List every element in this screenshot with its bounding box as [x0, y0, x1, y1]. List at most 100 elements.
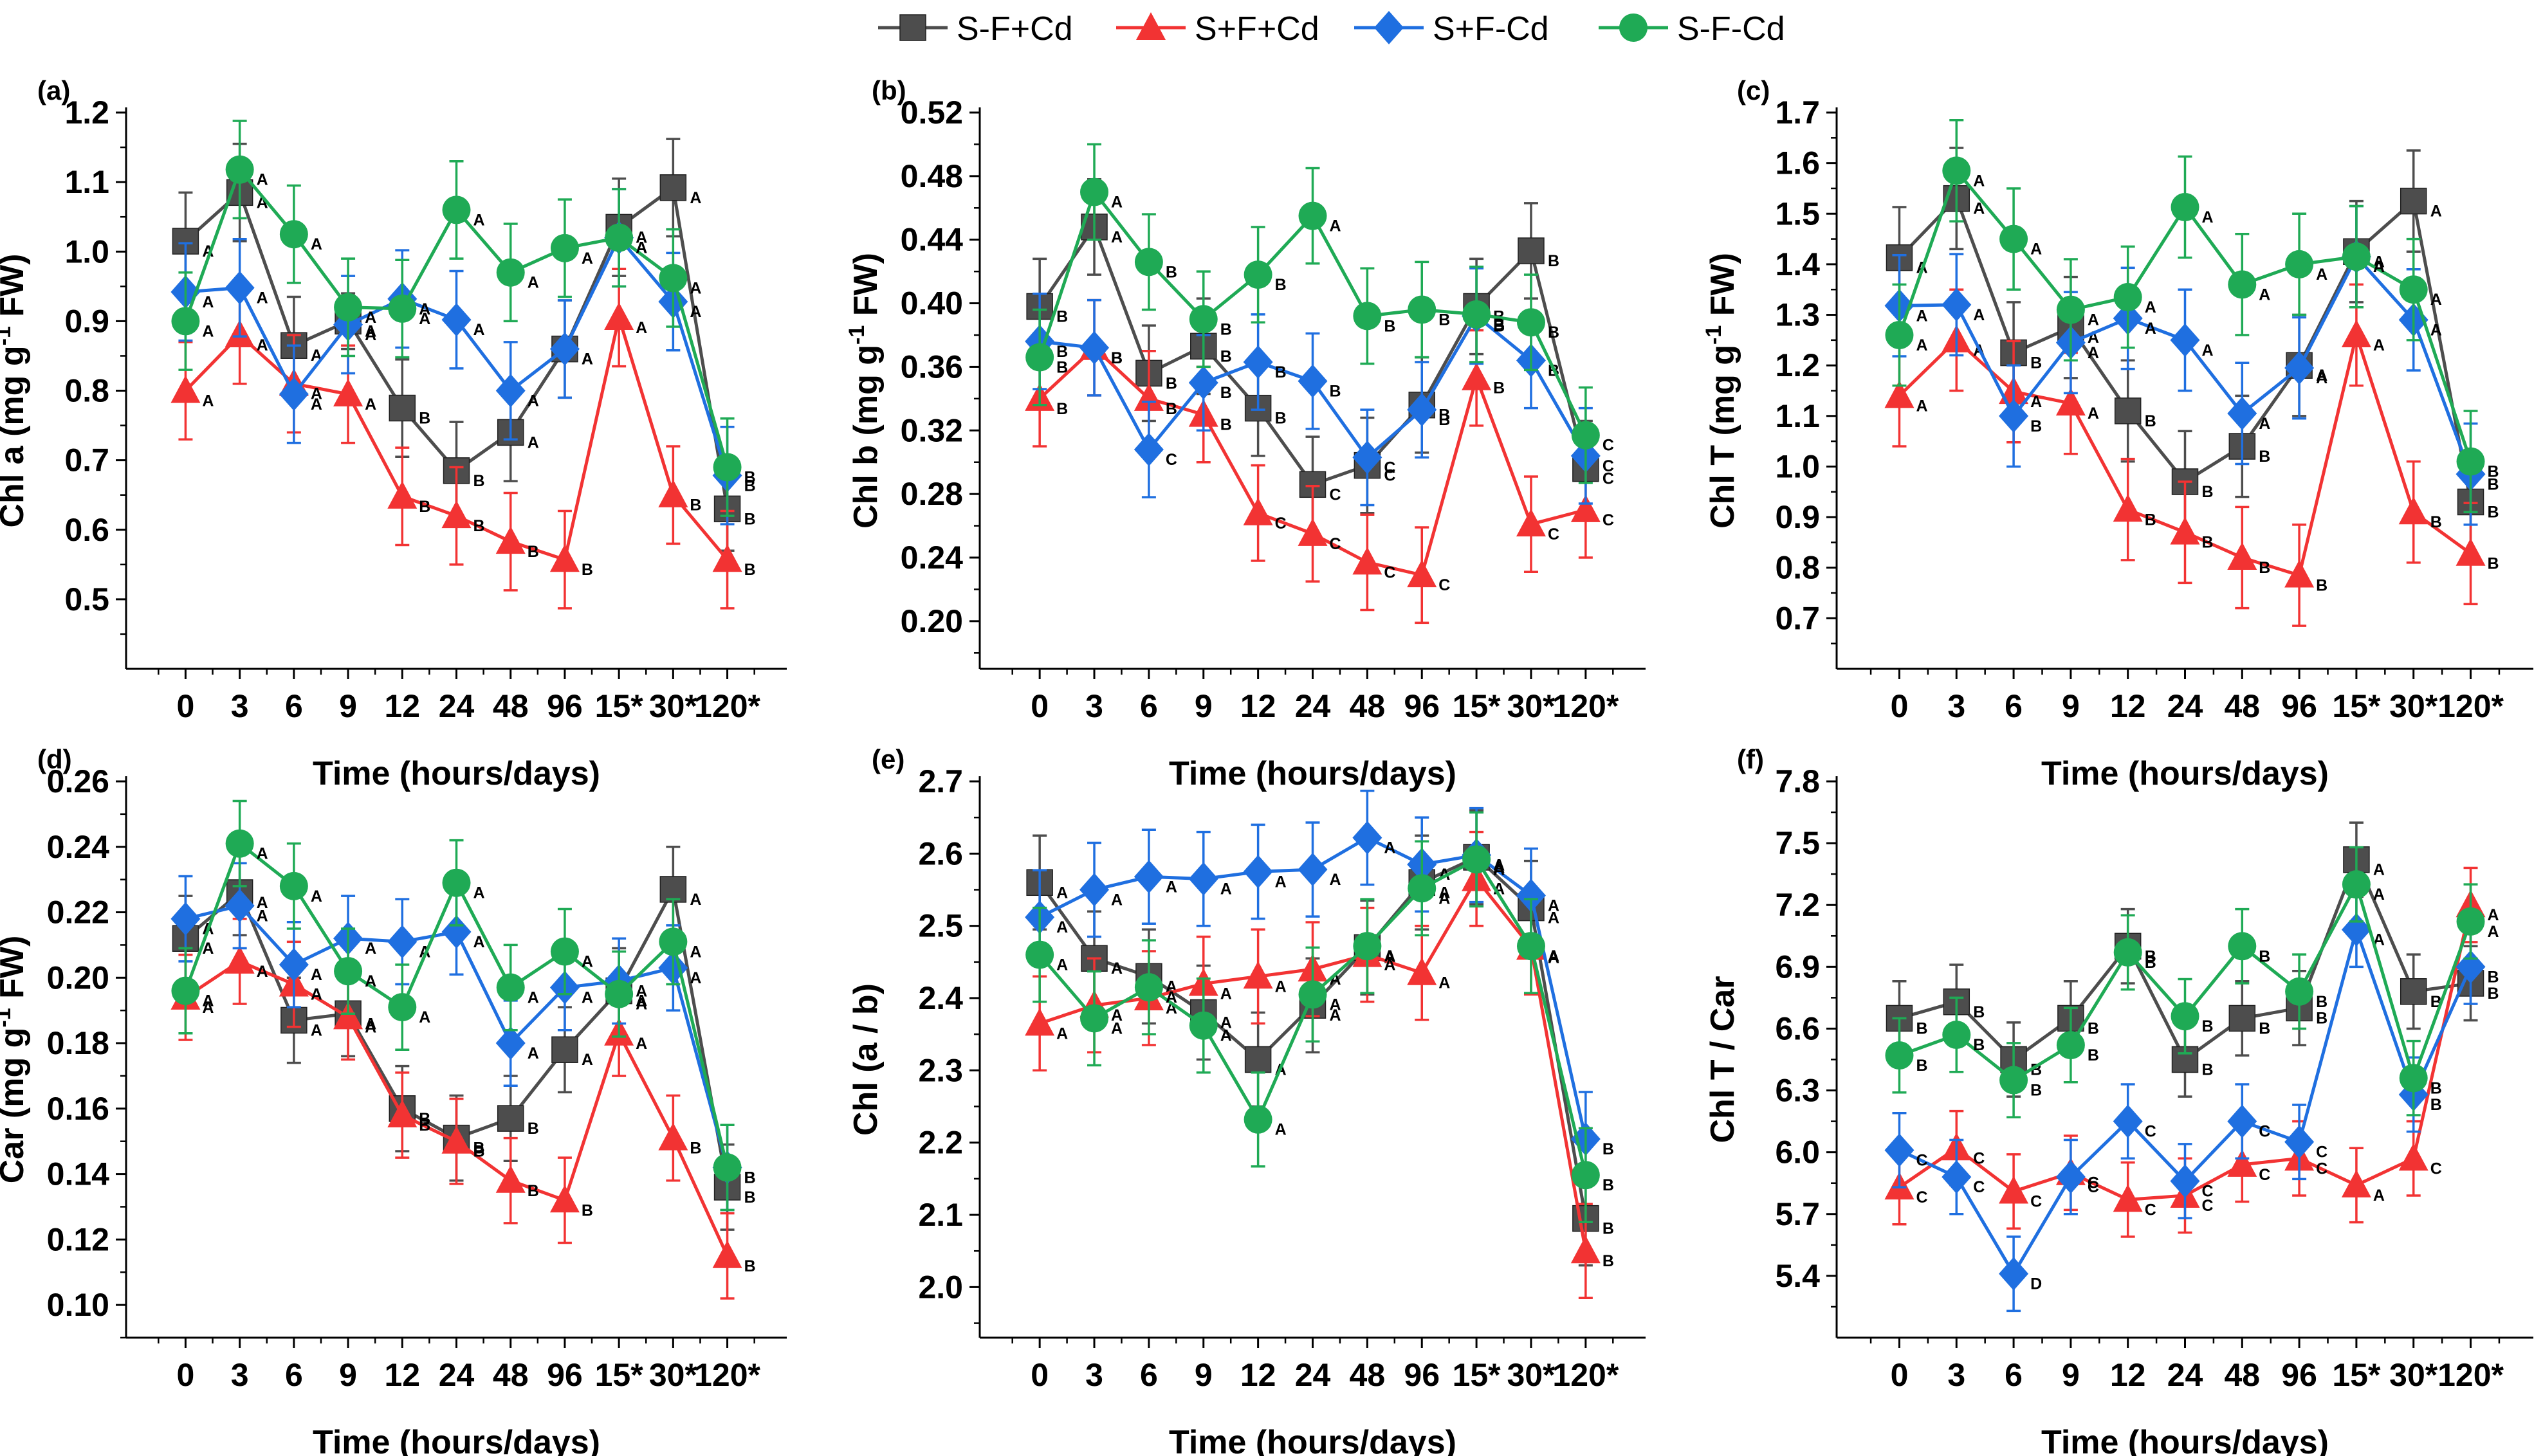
significance-label: A	[2088, 311, 2099, 329]
y-tick-label: 0.44	[901, 222, 964, 258]
significance-label: A	[690, 303, 701, 321]
data-point	[1134, 248, 1163, 277]
significance-label: A	[257, 289, 268, 307]
y-tick-label: 0.18	[47, 1025, 109, 1061]
x-tick-label: 6	[285, 688, 303, 724]
significance-label: B	[528, 1120, 539, 1138]
significance-label: A	[202, 293, 214, 311]
significance-label: B	[473, 1140, 485, 1158]
significance-label: B	[1384, 317, 1395, 335]
data-point	[1079, 331, 1110, 365]
significance-label: A	[2373, 258, 2385, 276]
data-point	[1080, 1004, 1109, 1033]
y-title-superscript: -1	[1702, 325, 1726, 345]
significance-label: C	[1602, 437, 1614, 455]
legend-label: S-F+Cd	[957, 10, 1073, 48]
significance-label: A	[2030, 241, 2042, 259]
data-point	[605, 223, 634, 252]
data-point	[2227, 1149, 2257, 1177]
data-point	[713, 1153, 742, 1182]
data-point	[2400, 187, 2427, 215]
x-tick-label: 30*	[2389, 1357, 2438, 1393]
data-point	[2341, 913, 2371, 947]
x-tick-label: 0	[1891, 688, 1909, 724]
data-point	[659, 876, 687, 903]
significance-label: A	[257, 171, 268, 189]
x-tick-label: 6	[2005, 1357, 2023, 1393]
significance-label: C	[2030, 1193, 2042, 1211]
data-point	[2342, 870, 2371, 899]
significance-label: C	[1384, 563, 1395, 581]
data-point	[334, 293, 363, 322]
significance-label: A	[1166, 988, 1177, 1006]
significance-label: A	[690, 189, 701, 207]
significance-label: B	[2030, 417, 2042, 435]
significance-label: B	[419, 410, 430, 428]
significance-label: A	[2202, 208, 2214, 226]
data-point	[1408, 874, 1437, 903]
x-tick-label: 24	[439, 1357, 475, 1393]
significance-label: B	[419, 1116, 430, 1134]
y-tick-label: 2.0	[918, 1269, 963, 1305]
x-tick-label: 6	[2005, 688, 2023, 724]
data-point	[551, 1036, 578, 1063]
significance-label: A	[1973, 172, 1985, 190]
y-title-end: FW)	[847, 253, 885, 325]
significance-label: B	[744, 1188, 756, 1206]
significance-label: B	[1111, 349, 1123, 367]
y-tick-label: 5.7	[1775, 1196, 1820, 1232]
significance-label: A	[528, 433, 539, 451]
data-point	[2456, 950, 2486, 984]
significance-label: B	[1166, 263, 1177, 281]
significance-label: B	[744, 510, 756, 528]
data-point	[658, 1122, 688, 1151]
data-point	[1885, 1041, 1914, 1070]
data-point	[279, 947, 309, 981]
significance-label: B	[1220, 416, 1232, 434]
significance-label: B	[2202, 534, 2214, 552]
significance-label: B	[2259, 559, 2270, 577]
y-tick-label: 2.6	[918, 835, 963, 871]
significance-label: C	[1548, 525, 1559, 543]
significance-label: A	[1111, 960, 1123, 978]
significance-label: A	[365, 309, 376, 327]
significance-label: A	[1166, 878, 1177, 896]
y-title-main: Chl T (mg g	[1704, 345, 1741, 529]
significance-label: B	[2430, 1096, 2442, 1114]
y-tick-label: 0.7	[1775, 600, 1820, 636]
y-title-main: Chl (a / b)	[847, 983, 885, 1136]
x-tick-label: 0	[177, 1357, 195, 1393]
significance-label: A	[636, 996, 647, 1014]
data-point	[387, 925, 418, 959]
y-tick-label: 0.20	[47, 960, 109, 996]
data-point	[2113, 938, 2142, 967]
x-axis-title: Time (hours/days)	[1169, 755, 1456, 792]
x-tick-label: 6	[1140, 688, 1158, 724]
data-point	[1298, 364, 1328, 398]
significance-label: B	[2488, 985, 2499, 1003]
significance-label: A	[311, 385, 322, 403]
significance-label: A	[636, 982, 647, 1000]
significance-label: C	[2430, 1160, 2442, 1178]
data-point	[1999, 1176, 2029, 1204]
data-point	[1999, 1066, 2028, 1095]
x-tick-label: 15*	[1453, 688, 1501, 724]
significance-label: A	[1111, 194, 1123, 212]
data-point	[1462, 362, 1492, 390]
significance-label: A	[1548, 949, 1559, 967]
significance-label: A	[2088, 344, 2099, 362]
significance-label: A	[1438, 884, 1450, 902]
data-point	[279, 377, 309, 411]
significance-label: B	[2430, 1079, 2442, 1097]
significance-label: C	[2202, 1183, 2214, 1201]
significance-label: B	[2488, 475, 2499, 493]
significance-label: A	[1111, 228, 1123, 246]
panel-label: (c)	[1737, 75, 1770, 105]
data-point	[1188, 366, 1218, 400]
x-tick-label: 120*	[1552, 1357, 1619, 1393]
significance-label: A	[2488, 906, 2499, 924]
y-tick-label: 0.8	[1775, 550, 1820, 586]
data-point	[2342, 242, 2371, 271]
